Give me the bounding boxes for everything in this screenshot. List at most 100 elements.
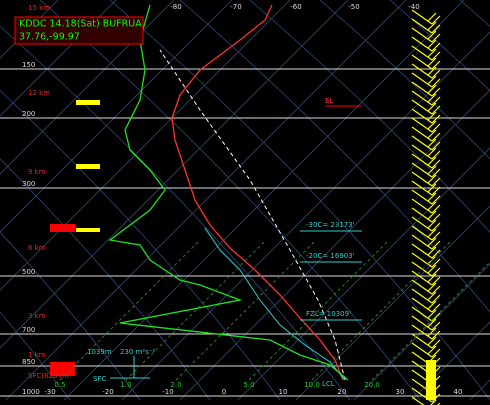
adiabat bbox=[0, 311, 71, 401]
marker bbox=[76, 164, 100, 169]
height-label: 9 km bbox=[28, 168, 46, 176]
barb bbox=[427, 300, 437, 310]
helicity: 230 m²s⁻² bbox=[120, 348, 156, 356]
barb bbox=[411, 261, 433, 277]
barb bbox=[411, 45, 433, 61]
mixing-label: 2.0 bbox=[170, 381, 181, 389]
barb bbox=[427, 39, 437, 49]
barb bbox=[427, 174, 437, 184]
barb bbox=[411, 81, 433, 97]
barb bbox=[427, 210, 437, 220]
barb bbox=[431, 348, 441, 358]
adiabat bbox=[249, 0, 490, 233]
temp-label: 30 bbox=[396, 388, 405, 396]
barb bbox=[411, 180, 433, 196]
barb bbox=[411, 342, 433, 358]
temp-label: 0 bbox=[222, 388, 226, 396]
mixing-label: 5.0 bbox=[243, 381, 254, 389]
barb bbox=[411, 18, 433, 34]
barb bbox=[411, 279, 433, 295]
temp-label: -20 bbox=[102, 388, 113, 396]
barb-box bbox=[426, 360, 436, 400]
level-label: -30C= 23173' bbox=[306, 221, 355, 229]
barb bbox=[427, 192, 437, 202]
pressure-label: 150 bbox=[22, 61, 35, 69]
barb bbox=[411, 207, 433, 223]
pressure-label: 850 bbox=[22, 358, 35, 366]
isotherm bbox=[411, 321, 490, 401]
barb bbox=[411, 270, 433, 286]
barb bbox=[431, 294, 441, 304]
mixing-label: 20.0 bbox=[364, 381, 380, 389]
mixing-line bbox=[59, 239, 201, 381]
height-label: 6 km bbox=[28, 244, 46, 252]
temp-label: -50 bbox=[348, 3, 359, 11]
sfc-label: SFC bbox=[93, 375, 106, 383]
barb bbox=[431, 132, 441, 142]
helicity-depth: 1039m bbox=[87, 348, 112, 356]
temp-label: -80 bbox=[170, 3, 181, 11]
barb bbox=[427, 129, 437, 139]
barb bbox=[427, 75, 437, 85]
pressure-label: 500 bbox=[22, 268, 35, 276]
barb bbox=[431, 24, 441, 34]
barb bbox=[427, 120, 437, 130]
marker bbox=[76, 228, 100, 232]
isotherm bbox=[63, 0, 465, 401]
marker bbox=[50, 224, 75, 232]
pressure-label: 200 bbox=[22, 110, 35, 118]
barb bbox=[411, 9, 433, 25]
station: KDDC 14.18(Sat) BUFRUA bbox=[19, 19, 142, 30]
barb bbox=[427, 309, 437, 319]
barb bbox=[427, 291, 437, 301]
barb bbox=[431, 231, 441, 241]
barb bbox=[431, 222, 441, 232]
barb bbox=[431, 69, 441, 79]
barb bbox=[431, 330, 441, 340]
isotherm bbox=[0, 0, 175, 175]
barb bbox=[431, 321, 441, 331]
adiabat bbox=[0, 25, 351, 401]
temp-label: -40 bbox=[408, 3, 419, 11]
barb bbox=[431, 303, 441, 313]
height-label: 3 km bbox=[28, 312, 46, 320]
adiabat bbox=[0, 231, 141, 401]
location: 37.76,-99.97 bbox=[19, 32, 80, 43]
barb bbox=[411, 135, 433, 151]
barb bbox=[431, 258, 441, 268]
barb bbox=[427, 219, 437, 229]
isotherm bbox=[295, 205, 490, 401]
mixing-label: 1.0 bbox=[120, 381, 131, 389]
height-label: 12 km bbox=[28, 89, 50, 97]
barb bbox=[411, 396, 425, 405]
temp-label: -30 bbox=[44, 388, 55, 396]
barb bbox=[431, 114, 441, 124]
adiabat bbox=[179, 0, 490, 313]
barb bbox=[427, 345, 437, 355]
height-label: 15 km bbox=[28, 4, 50, 12]
barb bbox=[431, 195, 441, 205]
barb bbox=[411, 225, 433, 241]
isotherm bbox=[237, 147, 490, 401]
barb bbox=[431, 204, 441, 214]
barb bbox=[431, 285, 441, 295]
mixing-line bbox=[371, 261, 490, 381]
barb bbox=[431, 141, 441, 151]
barb bbox=[411, 162, 433, 178]
wetbulb bbox=[204, 227, 346, 381]
temp-label: 40 bbox=[454, 388, 463, 396]
barb bbox=[427, 102, 437, 112]
temp-label: 20 bbox=[338, 388, 347, 396]
barb bbox=[411, 252, 433, 268]
barb bbox=[411, 189, 433, 205]
barb bbox=[411, 72, 433, 88]
mixing-label: 10.0 bbox=[304, 381, 320, 389]
mixing-label: 0.5 bbox=[54, 381, 65, 389]
isotherm bbox=[121, 31, 490, 401]
barb bbox=[427, 282, 437, 292]
barb bbox=[411, 144, 433, 160]
adiabat bbox=[319, 0, 490, 160]
barb bbox=[431, 177, 441, 187]
barb bbox=[431, 87, 441, 97]
barb bbox=[427, 228, 437, 238]
